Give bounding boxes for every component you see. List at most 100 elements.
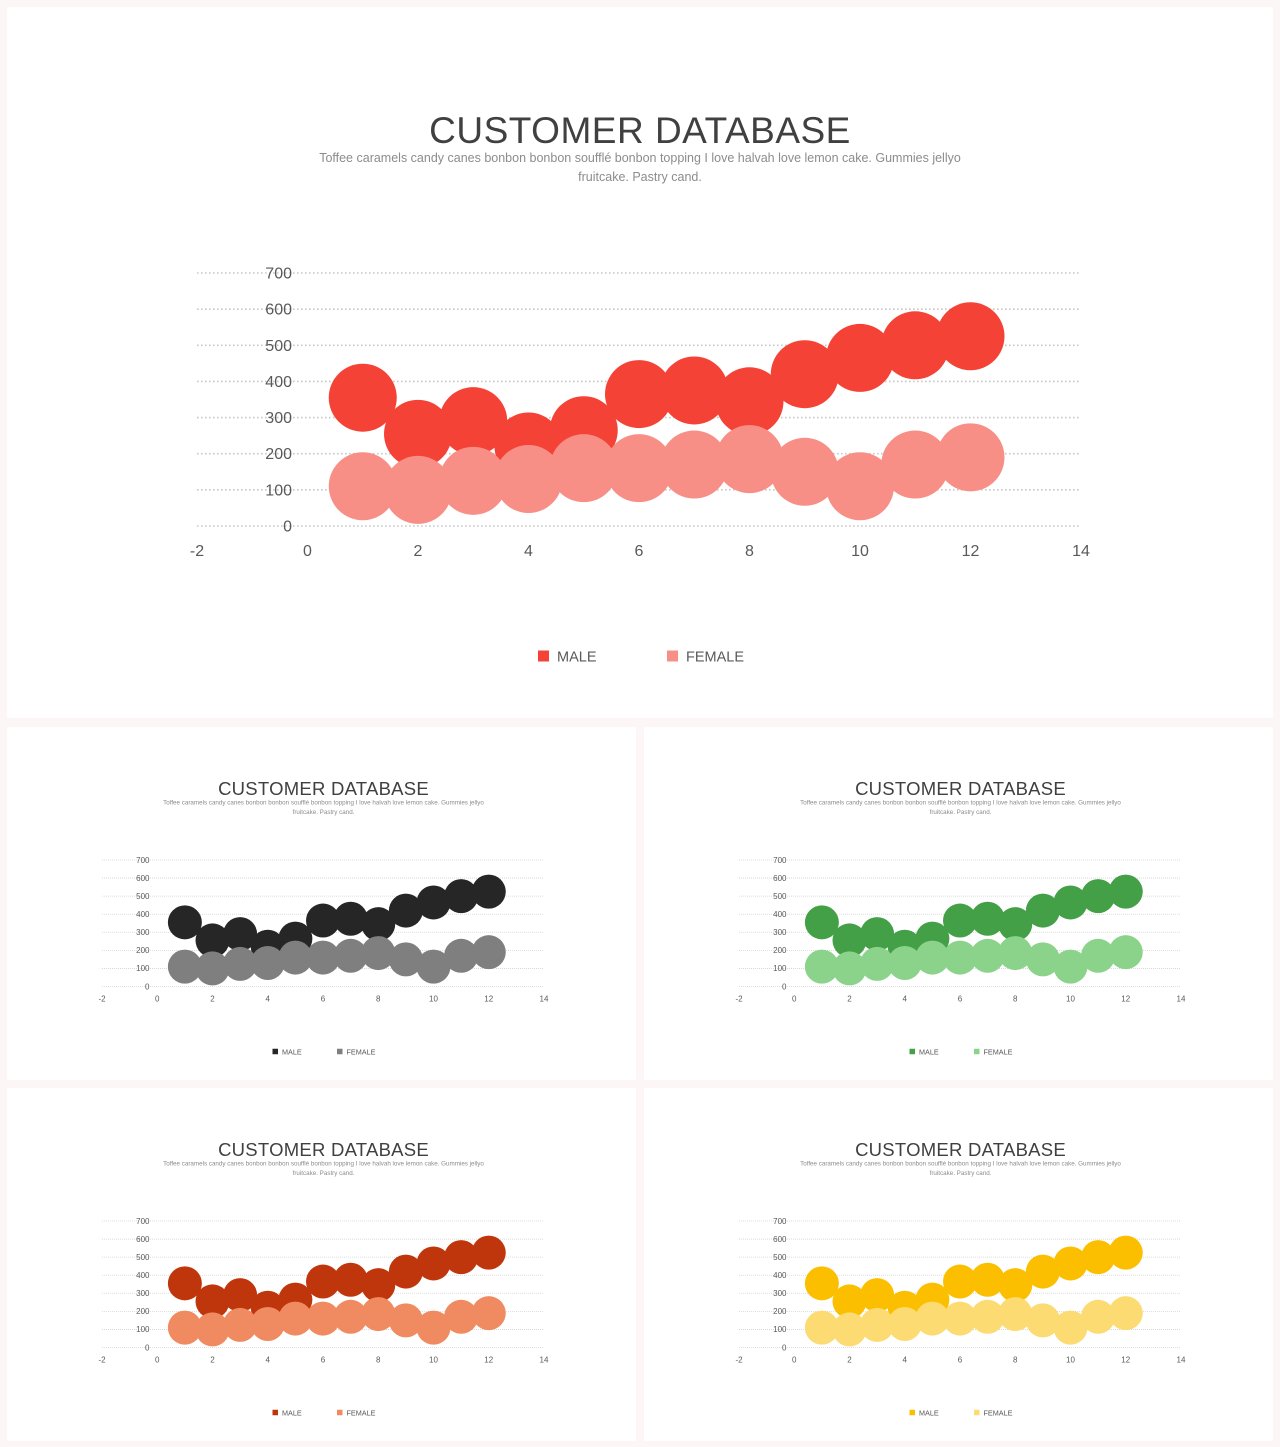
bubble-male (943, 903, 977, 938)
bubble-female (549, 434, 618, 503)
legend-swatch-male (909, 1048, 915, 1055)
bubble-male (881, 311, 950, 380)
bubble-male (832, 1284, 867, 1319)
x-tick-label: 0 (155, 995, 160, 1004)
x-tick-label: 6 (635, 543, 644, 560)
x-tick-label: 2 (847, 1356, 852, 1365)
series-male (804, 1235, 1143, 1325)
y-tick-label: 500 (265, 338, 292, 355)
x-tick-label: 8 (376, 995, 381, 1004)
chart-subtitle-line-2: fruitcake. Pastry cand. (293, 1170, 355, 1177)
bubble-female (195, 951, 230, 986)
bubble-female (333, 1299, 368, 1334)
bubble-male (471, 874, 506, 909)
bubble-female (715, 425, 784, 494)
bubble-male (416, 885, 451, 920)
bubble-female (915, 1301, 950, 1336)
bubble-male (361, 1268, 396, 1303)
x-tick-label: 0 (303, 543, 312, 560)
chart-subtitle-line-2: fruitcake. Pastry cand. (293, 809, 355, 816)
bubble-female (804, 1310, 839, 1345)
x-tick-label: 0 (792, 995, 797, 1004)
y-tick-label: 100 (136, 1325, 150, 1334)
bubble-female (1108, 935, 1143, 970)
y-tick-label: 600 (136, 1235, 150, 1244)
bubble-male (1081, 879, 1116, 914)
chart-subtitle-line-1: Toffee caramels candy canes bonbon bonbo… (800, 1161, 1121, 1168)
bubble-female (832, 951, 867, 986)
bubble-male (361, 907, 396, 942)
y-tick-label: 400 (265, 374, 292, 391)
bubble-female (471, 935, 506, 970)
bubble-male (998, 1268, 1033, 1303)
bubble-female (943, 940, 977, 975)
x-tick-label: 14 (540, 995, 549, 1004)
chart-title: CUSTOMER DATABASE (855, 778, 1066, 799)
x-tick-label: 12 (484, 995, 493, 1004)
bubble-female (998, 936, 1033, 971)
legend-swatch-male (272, 1409, 278, 1416)
series-female (167, 1296, 506, 1347)
bubble-female (1053, 949, 1088, 984)
x-tick-label: -2 (735, 995, 743, 1004)
bubble-female (1025, 942, 1060, 977)
y-tick-label: 300 (773, 1289, 787, 1298)
slide-green: CUSTOMER DATABASE Toffee caramels candy c… (644, 727, 1273, 1080)
bubble-female (444, 938, 479, 973)
bubble-female (887, 1307, 922, 1342)
bubble-female (167, 949, 202, 984)
bubble-male (384, 399, 452, 468)
bubble-male (804, 1266, 839, 1301)
bubble-male (1025, 893, 1060, 928)
bubble-male (439, 387, 508, 456)
x-tick-label: 10 (851, 543, 869, 560)
bubble-female (416, 1310, 451, 1345)
bubble-female (970, 938, 1005, 973)
legend-label-male: MALE (557, 650, 597, 666)
bubble-female (361, 1297, 396, 1332)
y-tick-label: 300 (773, 928, 787, 937)
bubble-female (1053, 1310, 1088, 1345)
legend-swatch-male (272, 1048, 278, 1055)
bubble-male (333, 1262, 368, 1297)
slide-main: CUSTOMER DATABASE Toffee caramels candy c… (7, 7, 1273, 718)
bubble-male (388, 893, 423, 928)
bubble-female (416, 949, 451, 984)
chart-subtitle-line-2: fruitcake. Pastry cand. (930, 809, 992, 816)
bubble-female (887, 946, 922, 981)
bubble-female (860, 946, 895, 981)
bubble-male (1108, 874, 1143, 909)
y-tick-label: 0 (782, 982, 787, 991)
bubble-male (167, 905, 202, 940)
x-tick-label: -2 (190, 543, 204, 560)
bubble-male (306, 1264, 340, 1299)
y-tick-label: 300 (265, 410, 292, 427)
x-tick-label: 4 (524, 543, 533, 560)
bubble-female (860, 1307, 895, 1342)
x-tick-label: 2 (414, 543, 423, 560)
bubble-male (306, 903, 340, 938)
bubble-male (223, 1278, 258, 1313)
bubble-female (333, 938, 368, 973)
y-tick-label: 700 (773, 1217, 787, 1226)
bubble-female (306, 1301, 340, 1336)
series-female (804, 1296, 1143, 1347)
bubble-male (1081, 1240, 1116, 1275)
bubble-female (1025, 1303, 1060, 1338)
bubble-male (388, 1254, 423, 1289)
legend-swatch-male (909, 1409, 915, 1416)
y-tick-label: 300 (136, 1289, 150, 1298)
bubble-male (444, 879, 479, 914)
x-tick-label: 6 (321, 1356, 326, 1365)
bubble-female (223, 946, 258, 981)
y-tick-label: 700 (773, 856, 787, 865)
y-tick-label: 500 (773, 892, 787, 901)
y-tick-label: 200 (265, 446, 292, 463)
x-tick-label: 4 (903, 1356, 908, 1365)
chart-subtitle-line-2: fruitcake. Pastry cand. (578, 170, 702, 184)
y-tick-label: 600 (773, 1235, 787, 1244)
